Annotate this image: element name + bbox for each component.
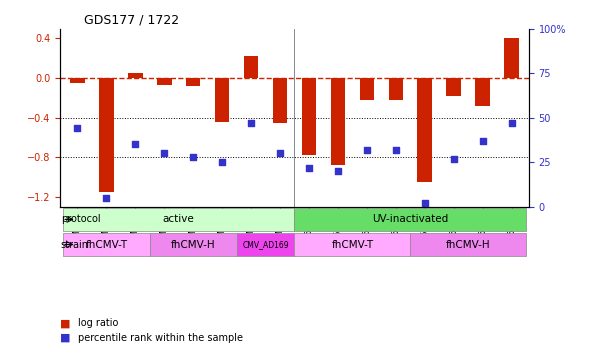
Text: GDS177 / 1722: GDS177 / 1722 — [84, 13, 178, 26]
Text: percentile rank within the sample: percentile rank within the sample — [78, 333, 243, 343]
Point — [218, 160, 227, 165]
Bar — [475, 78, 490, 106]
Text: fhCMV-H: fhCMV-H — [171, 240, 216, 250]
FancyBboxPatch shape — [294, 233, 410, 256]
Bar — [273, 78, 287, 123]
Point — [275, 151, 285, 156]
Text: log ratio: log ratio — [78, 318, 118, 328]
Bar — [70, 78, 85, 83]
Text: ■: ■ — [60, 333, 70, 343]
FancyBboxPatch shape — [410, 233, 526, 256]
Text: fhCMV-T: fhCMV-T — [85, 240, 127, 250]
Bar — [447, 78, 461, 96]
FancyBboxPatch shape — [237, 233, 294, 256]
Text: fhCMV-H: fhCMV-H — [446, 240, 490, 250]
Point — [449, 156, 459, 162]
Bar — [359, 78, 374, 100]
FancyBboxPatch shape — [150, 233, 237, 256]
Point — [333, 169, 343, 174]
Point — [507, 120, 516, 126]
Bar — [99, 78, 114, 192]
FancyBboxPatch shape — [63, 233, 150, 256]
Point — [391, 147, 401, 153]
Bar — [331, 78, 345, 165]
Text: UV-inactivated: UV-inactivated — [372, 215, 448, 225]
Bar — [186, 78, 201, 86]
Point — [188, 154, 198, 160]
Point — [246, 120, 256, 126]
Bar — [302, 78, 316, 155]
Bar — [504, 39, 519, 78]
FancyBboxPatch shape — [294, 208, 526, 231]
Point — [362, 147, 371, 153]
Point — [478, 138, 487, 144]
Point — [102, 195, 111, 201]
Bar — [128, 73, 142, 78]
Bar — [215, 78, 230, 122]
Point — [304, 165, 314, 171]
Bar — [244, 56, 258, 78]
Point — [159, 151, 169, 156]
Text: ■: ■ — [60, 318, 70, 328]
Point — [73, 126, 82, 131]
Text: strain: strain — [61, 240, 89, 250]
FancyBboxPatch shape — [63, 208, 294, 231]
Bar — [388, 78, 403, 100]
Text: fhCMV-T: fhCMV-T — [331, 240, 373, 250]
Text: CMV_AD169: CMV_AD169 — [242, 240, 289, 249]
Point — [130, 142, 140, 147]
Bar — [418, 78, 432, 182]
Text: active: active — [163, 215, 195, 225]
Point — [420, 201, 430, 206]
Text: protocol: protocol — [61, 215, 100, 225]
Bar — [157, 78, 171, 85]
